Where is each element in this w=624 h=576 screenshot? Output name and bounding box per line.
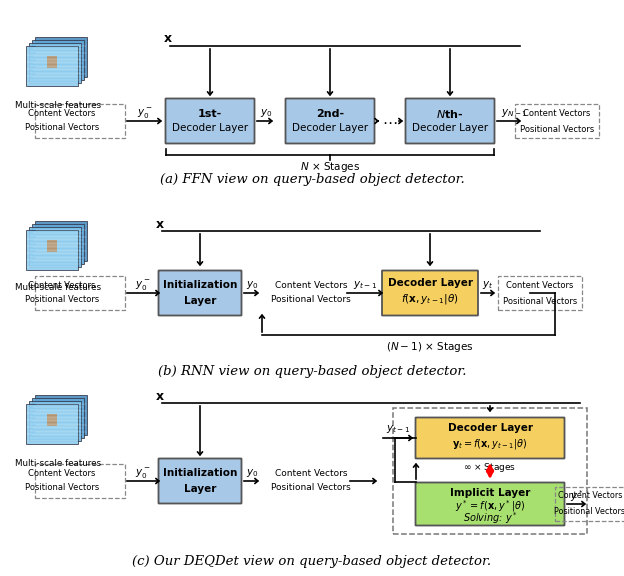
Text: $N$ × Stages: $N$ × Stages [300,160,360,174]
FancyBboxPatch shape [32,40,84,80]
Text: $y_0$: $y_0$ [246,467,258,479]
FancyBboxPatch shape [26,230,78,270]
Text: Content Vectors: Content Vectors [28,469,95,479]
Text: Positional Vectors: Positional Vectors [25,483,99,492]
Text: $\infty$ × Stages: $\infty$ × Stages [464,461,517,475]
Text: Layer: Layer [184,484,216,494]
FancyBboxPatch shape [26,46,78,86]
Text: $y_0^-$: $y_0^-$ [137,106,153,120]
FancyBboxPatch shape [47,414,57,426]
FancyBboxPatch shape [29,43,81,83]
Text: Layer: Layer [184,296,216,306]
Text: $\mathbf{y}_t = f(\mathbf{x}, y_{t-1}|\theta)$: $\mathbf{y}_t = f(\mathbf{x}, y_{t-1}|\t… [452,437,528,451]
Text: Multi-scale features: Multi-scale features [15,458,101,468]
FancyBboxPatch shape [165,98,255,143]
Text: $(N-1)$ × Stages: $(N-1)$ × Stages [386,340,474,354]
Text: Content Vectors: Content Vectors [524,108,591,118]
Text: Positional Vectors: Positional Vectors [271,294,351,304]
FancyBboxPatch shape [32,398,84,438]
Text: $\mathbf{x}$: $\mathbf{x}$ [155,218,165,230]
Text: Decoder Layer: Decoder Layer [292,123,368,133]
Text: $y_{N-1}$: $y_{N-1}$ [500,107,527,119]
Text: Multi-scale features: Multi-scale features [15,283,101,293]
Text: Initialization: Initialization [163,468,237,478]
Text: Positional Vectors: Positional Vectors [25,295,99,305]
FancyBboxPatch shape [47,240,57,252]
Text: Solving: $y^*$: Solving: $y^*$ [462,510,517,526]
FancyBboxPatch shape [32,224,84,264]
FancyBboxPatch shape [35,395,87,435]
Text: Content Vectors: Content Vectors [275,468,347,478]
Text: Content Vectors: Content Vectors [28,282,95,290]
Text: (c) Our DEQDet view on query-based object detector.: (c) Our DEQDet view on query-based objec… [132,555,492,567]
Text: $y_0^-$: $y_0^-$ [135,466,151,480]
Text: $\cdots$: $\cdots$ [383,113,397,128]
FancyBboxPatch shape [416,418,565,458]
FancyBboxPatch shape [35,37,87,77]
Text: Positional Vectors: Positional Vectors [25,123,99,132]
Text: 2nd-: 2nd- [316,109,344,119]
Text: Content Vectors: Content Vectors [28,109,95,119]
Text: $y_0$: $y_0$ [260,107,272,119]
Text: Decoder Layer: Decoder Layer [447,423,532,433]
Text: $y_{t-1}$: $y_{t-1}$ [386,423,410,435]
Text: $y^*$: $y^*$ [570,488,584,504]
FancyBboxPatch shape [26,404,78,444]
Text: $\mathbf{x}$: $\mathbf{x}$ [163,32,173,46]
Text: Positional Vectors: Positional Vectors [520,124,594,134]
Text: (b) RNN view on query-based object detector.: (b) RNN view on query-based object detec… [158,365,466,377]
Text: Multi-scale features: Multi-scale features [15,100,101,109]
Text: Positional Vectors: Positional Vectors [555,507,624,517]
Text: $\mathbf{x}$: $\mathbf{x}$ [155,389,165,403]
Text: $y_t$: $y_t$ [482,279,494,291]
Text: $N$th-: $N$th- [436,108,464,120]
Text: Decoder Layer: Decoder Layer [412,123,488,133]
Text: $y_0^-$: $y_0^-$ [135,278,151,292]
Text: (a) FFN view on query-based object detector.: (a) FFN view on query-based object detec… [160,172,464,185]
Text: Positional Vectors: Positional Vectors [503,297,577,305]
FancyBboxPatch shape [47,56,57,68]
Text: $y_{t-1}$: $y_{t-1}$ [353,279,377,291]
FancyBboxPatch shape [29,227,81,267]
Text: $f(\mathbf{x}, y_{t-1}|\theta)$: $f(\mathbf{x}, y_{t-1}|\theta)$ [401,292,459,306]
Text: $y_0$: $y_0$ [246,279,258,291]
Text: 1st-: 1st- [198,109,222,119]
FancyBboxPatch shape [382,271,478,316]
Text: Positional Vectors: Positional Vectors [271,483,351,491]
Text: Content Vectors: Content Vectors [506,281,573,290]
FancyBboxPatch shape [416,483,565,525]
Text: Initialization: Initialization [163,280,237,290]
Text: $y^* = f(\mathbf{x}, y^*|\theta)$: $y^* = f(\mathbf{x}, y^*|\theta)$ [455,498,525,514]
Text: Implicit Layer: Implicit Layer [450,488,530,498]
FancyBboxPatch shape [286,98,374,143]
Text: Content Vectors: Content Vectors [558,491,622,501]
Text: Decoder Layer: Decoder Layer [172,123,248,133]
Text: Content Vectors: Content Vectors [275,281,347,290]
FancyBboxPatch shape [29,401,81,441]
FancyBboxPatch shape [35,221,87,261]
FancyBboxPatch shape [158,458,241,503]
FancyBboxPatch shape [158,271,241,316]
Text: Decoder Layer: Decoder Layer [388,278,472,288]
FancyBboxPatch shape [406,98,494,143]
